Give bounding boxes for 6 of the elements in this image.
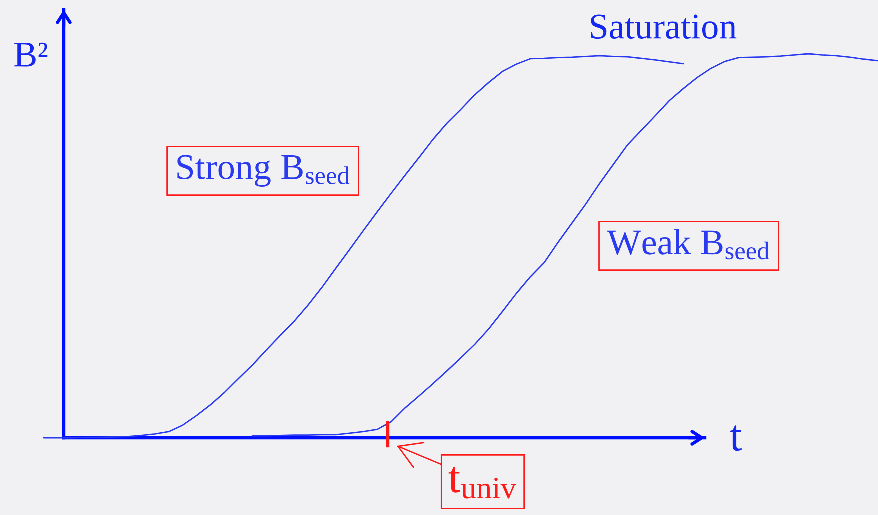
series-label: Strong B$_{seed}$ <box>178 155 350 187</box>
x-axis-title: t <box>730 426 742 452</box>
text: t$_{univ}$ <box>448 467 516 499</box>
y-axis-title: B² <box>14 42 48 67</box>
series-label: Weak B$_{seed}$ <box>607 229 770 260</box>
text: Saturation <box>591 14 737 40</box>
